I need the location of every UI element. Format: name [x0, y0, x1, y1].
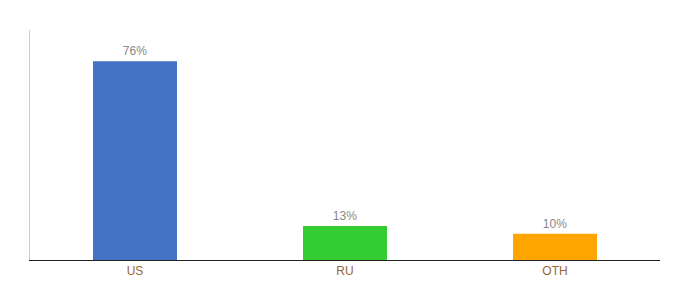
svg-text:RU: RU [336, 264, 353, 278]
svg-text:OTH: OTH [542, 264, 567, 278]
svg-text:US: US [127, 264, 144, 278]
svg-text:10%: 10% [543, 217, 567, 231]
svg-text:76%: 76% [123, 44, 147, 58]
svg-text:13%: 13% [333, 209, 357, 223]
